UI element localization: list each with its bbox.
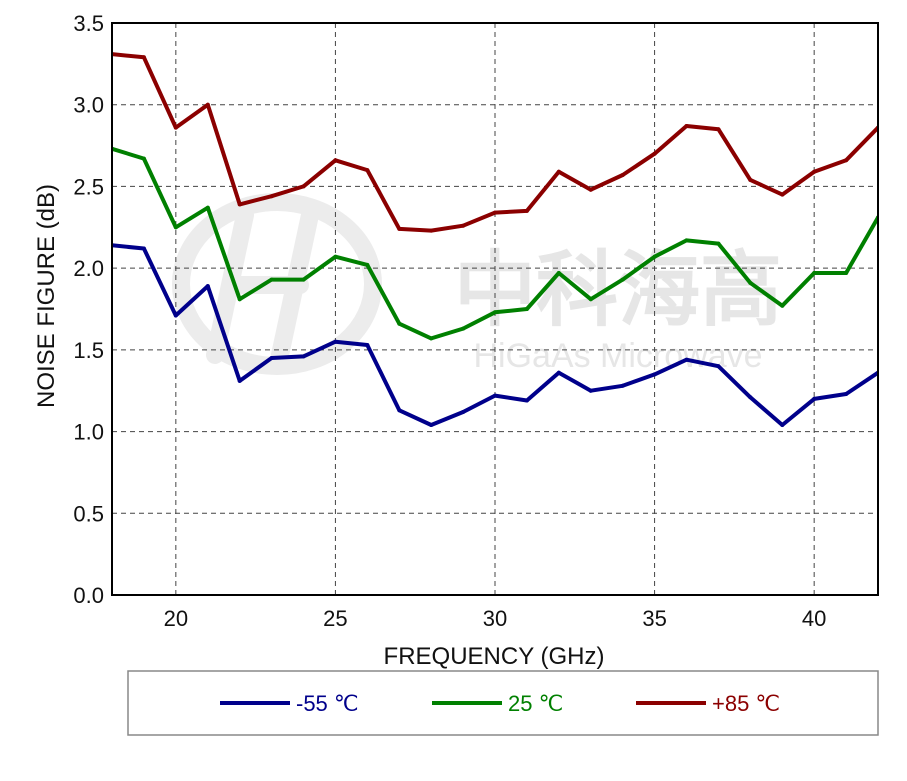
- data-point: [684, 238, 689, 243]
- data-point: [461, 326, 466, 331]
- data-point: [524, 398, 529, 403]
- data-point: [365, 168, 370, 173]
- data-point: [333, 254, 338, 259]
- data-point: [461, 223, 466, 228]
- data-point: [237, 297, 242, 302]
- data-point: [556, 271, 561, 275]
- legend: -55 ℃ 25 ℃ +85 ℃: [127, 670, 879, 736]
- data-point: [812, 169, 817, 174]
- y-axis-ticks: 0.0 0.5 1.0 1.5 2.0 2.5 3.0 3.5: [73, 11, 104, 608]
- data-point: [141, 55, 146, 60]
- data-point: [173, 125, 178, 130]
- data-point: [141, 156, 146, 161]
- data-point: [684, 357, 689, 362]
- data-point: [524, 208, 529, 213]
- data-point: [812, 271, 817, 275]
- x-tick-label: 20: [164, 606, 188, 631]
- data-point: [780, 192, 785, 197]
- legend-label-0: -55 ℃: [296, 691, 359, 716]
- data-point: [461, 410, 466, 414]
- data-point: [748, 177, 753, 182]
- x-axis-label: FREQUENCY (GHz): [384, 643, 605, 670]
- data-point: [812, 396, 817, 401]
- data-point: [844, 271, 849, 275]
- data-point: [652, 151, 657, 156]
- data-point: [365, 262, 370, 267]
- data-point: [269, 277, 274, 282]
- data-point: [844, 392, 849, 396]
- x-tick-label: 35: [642, 606, 666, 631]
- data-point: [620, 277, 625, 282]
- data-point: [301, 184, 306, 189]
- data-point: [684, 124, 689, 128]
- data-point: [397, 408, 402, 413]
- x-tick-label: 40: [802, 606, 826, 631]
- data-point: [269, 356, 274, 360]
- data-point: [397, 321, 402, 326]
- data-point: [716, 364, 721, 369]
- y-tick-label: 0.0: [73, 583, 104, 608]
- data-point: [748, 280, 753, 285]
- data-point: [429, 336, 434, 341]
- legend-label-1: 25 ℃: [508, 691, 563, 716]
- data-point: [844, 158, 849, 163]
- y-tick-label: 2.0: [73, 256, 104, 281]
- data-point: [780, 303, 785, 308]
- data-point: [716, 127, 721, 132]
- data-point: [780, 423, 785, 427]
- data-point: [556, 370, 561, 375]
- data-point: [556, 169, 561, 174]
- data-point: [173, 225, 178, 230]
- data-point: [237, 378, 242, 383]
- x-tick-label: 30: [483, 606, 507, 631]
- legend-items: -55 ℃ 25 ℃ +85 ℃: [220, 691, 780, 716]
- watermark-subtitle: HiGaAs Microwave: [473, 337, 762, 375]
- data-point: [333, 339, 338, 344]
- data-point: [205, 205, 210, 210]
- x-axis-ticks: 20 25 30 35 40: [164, 606, 827, 631]
- y-tick-label: 0.5: [73, 501, 104, 526]
- grid: [112, 23, 878, 595]
- data-point: [141, 246, 146, 251]
- data-point: [620, 173, 625, 177]
- data-point: [301, 354, 306, 359]
- data-point: [588, 388, 593, 393]
- watermark-title: 中科海高: [454, 245, 782, 336]
- y-tick-label: 1.5: [73, 338, 104, 363]
- data-point: [269, 194, 274, 199]
- series-group: [112, 52, 878, 427]
- data-point: [716, 241, 721, 246]
- data-point: [524, 307, 529, 311]
- watermark: 中科海高 HiGaAs Microwave: [172, 193, 782, 375]
- data-point: [493, 210, 497, 215]
- data-point: [493, 310, 497, 315]
- data-point: [397, 226, 402, 231]
- data-point: [748, 395, 753, 400]
- data-point: [237, 202, 242, 207]
- y-axis-label: NOISE FIGURE (dB): [33, 184, 60, 408]
- x-tick-label: 25: [323, 606, 347, 631]
- y-tick-label: 2.5: [73, 174, 104, 199]
- data-point: [429, 228, 434, 233]
- y-tick-label: 3.5: [73, 11, 104, 36]
- data-point: [588, 187, 593, 192]
- plot-frame: [111, 22, 879, 596]
- data-point: [365, 343, 370, 347]
- data-point: [205, 102, 210, 107]
- data-point: [429, 423, 434, 427]
- data-point: [620, 383, 625, 388]
- data-point: [205, 284, 210, 289]
- y-tick-label: 3.0: [73, 93, 104, 118]
- y-tick-label: 1.0: [73, 420, 104, 445]
- data-point: [333, 158, 338, 163]
- data-point: [588, 297, 593, 302]
- data-point: [301, 277, 306, 282]
- data-point: [173, 313, 178, 318]
- legend-label-2: +85 ℃: [712, 691, 780, 716]
- data-point: [493, 393, 497, 398]
- data-point: [652, 254, 657, 259]
- data-point: [652, 372, 657, 377]
